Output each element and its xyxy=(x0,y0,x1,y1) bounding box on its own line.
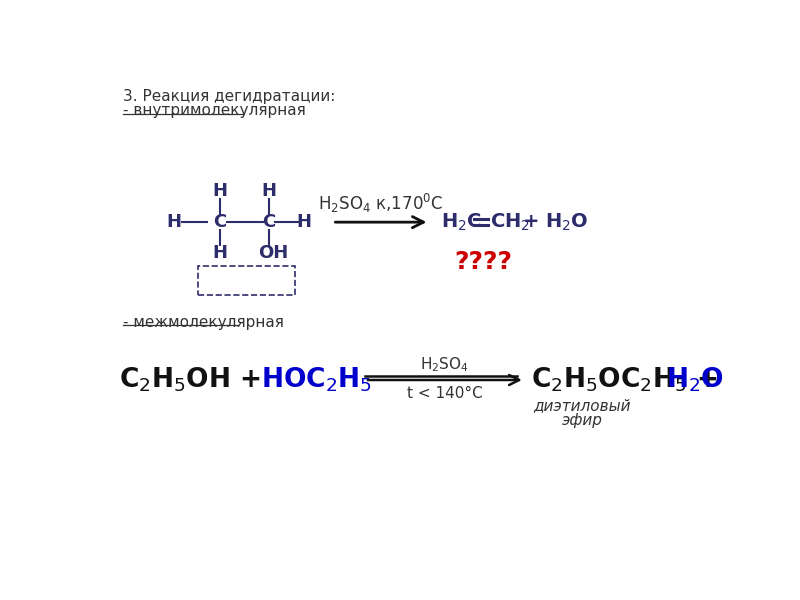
Text: диэтиловый: диэтиловый xyxy=(534,398,630,413)
Text: C$_2$H$_5$OH +: C$_2$H$_5$OH + xyxy=(119,366,264,394)
Text: C: C xyxy=(214,213,226,231)
Text: H$_2$O: H$_2$O xyxy=(666,366,724,394)
Text: t < 140°C: t < 140°C xyxy=(407,386,482,401)
Text: H: H xyxy=(213,244,228,262)
Text: HOC$_2$H$_5$: HOC$_2$H$_5$ xyxy=(262,366,372,394)
Text: C$_2$H$_5$OC$_2$H$_5$ +: C$_2$H$_5$OC$_2$H$_5$ + xyxy=(531,366,721,394)
Text: H: H xyxy=(166,213,181,231)
Text: CH$_2$: CH$_2$ xyxy=(490,211,530,233)
Text: H$_2$C: H$_2$C xyxy=(441,211,482,233)
Text: 3. Реакция дегидратации:: 3. Реакция дегидратации: xyxy=(123,89,336,104)
Text: H: H xyxy=(296,213,311,231)
Text: + H$_2$O: + H$_2$O xyxy=(522,211,589,233)
Text: - внутримолекулярная: - внутримолекулярная xyxy=(123,103,306,118)
Text: H$_2$SO$_4$ к,170$^0$C: H$_2$SO$_4$ к,170$^0$C xyxy=(318,192,443,215)
Text: OH: OH xyxy=(258,244,289,262)
Text: H: H xyxy=(262,182,277,200)
Text: - межмолекулярная: - межмолекулярная xyxy=(123,314,284,329)
Text: H: H xyxy=(213,182,228,200)
Text: ????: ???? xyxy=(454,250,513,274)
Text: эфир: эфир xyxy=(562,413,602,428)
Bar xyxy=(198,266,295,295)
Text: C: C xyxy=(262,213,275,231)
Text: H$_2$SO$_4$: H$_2$SO$_4$ xyxy=(421,355,470,374)
